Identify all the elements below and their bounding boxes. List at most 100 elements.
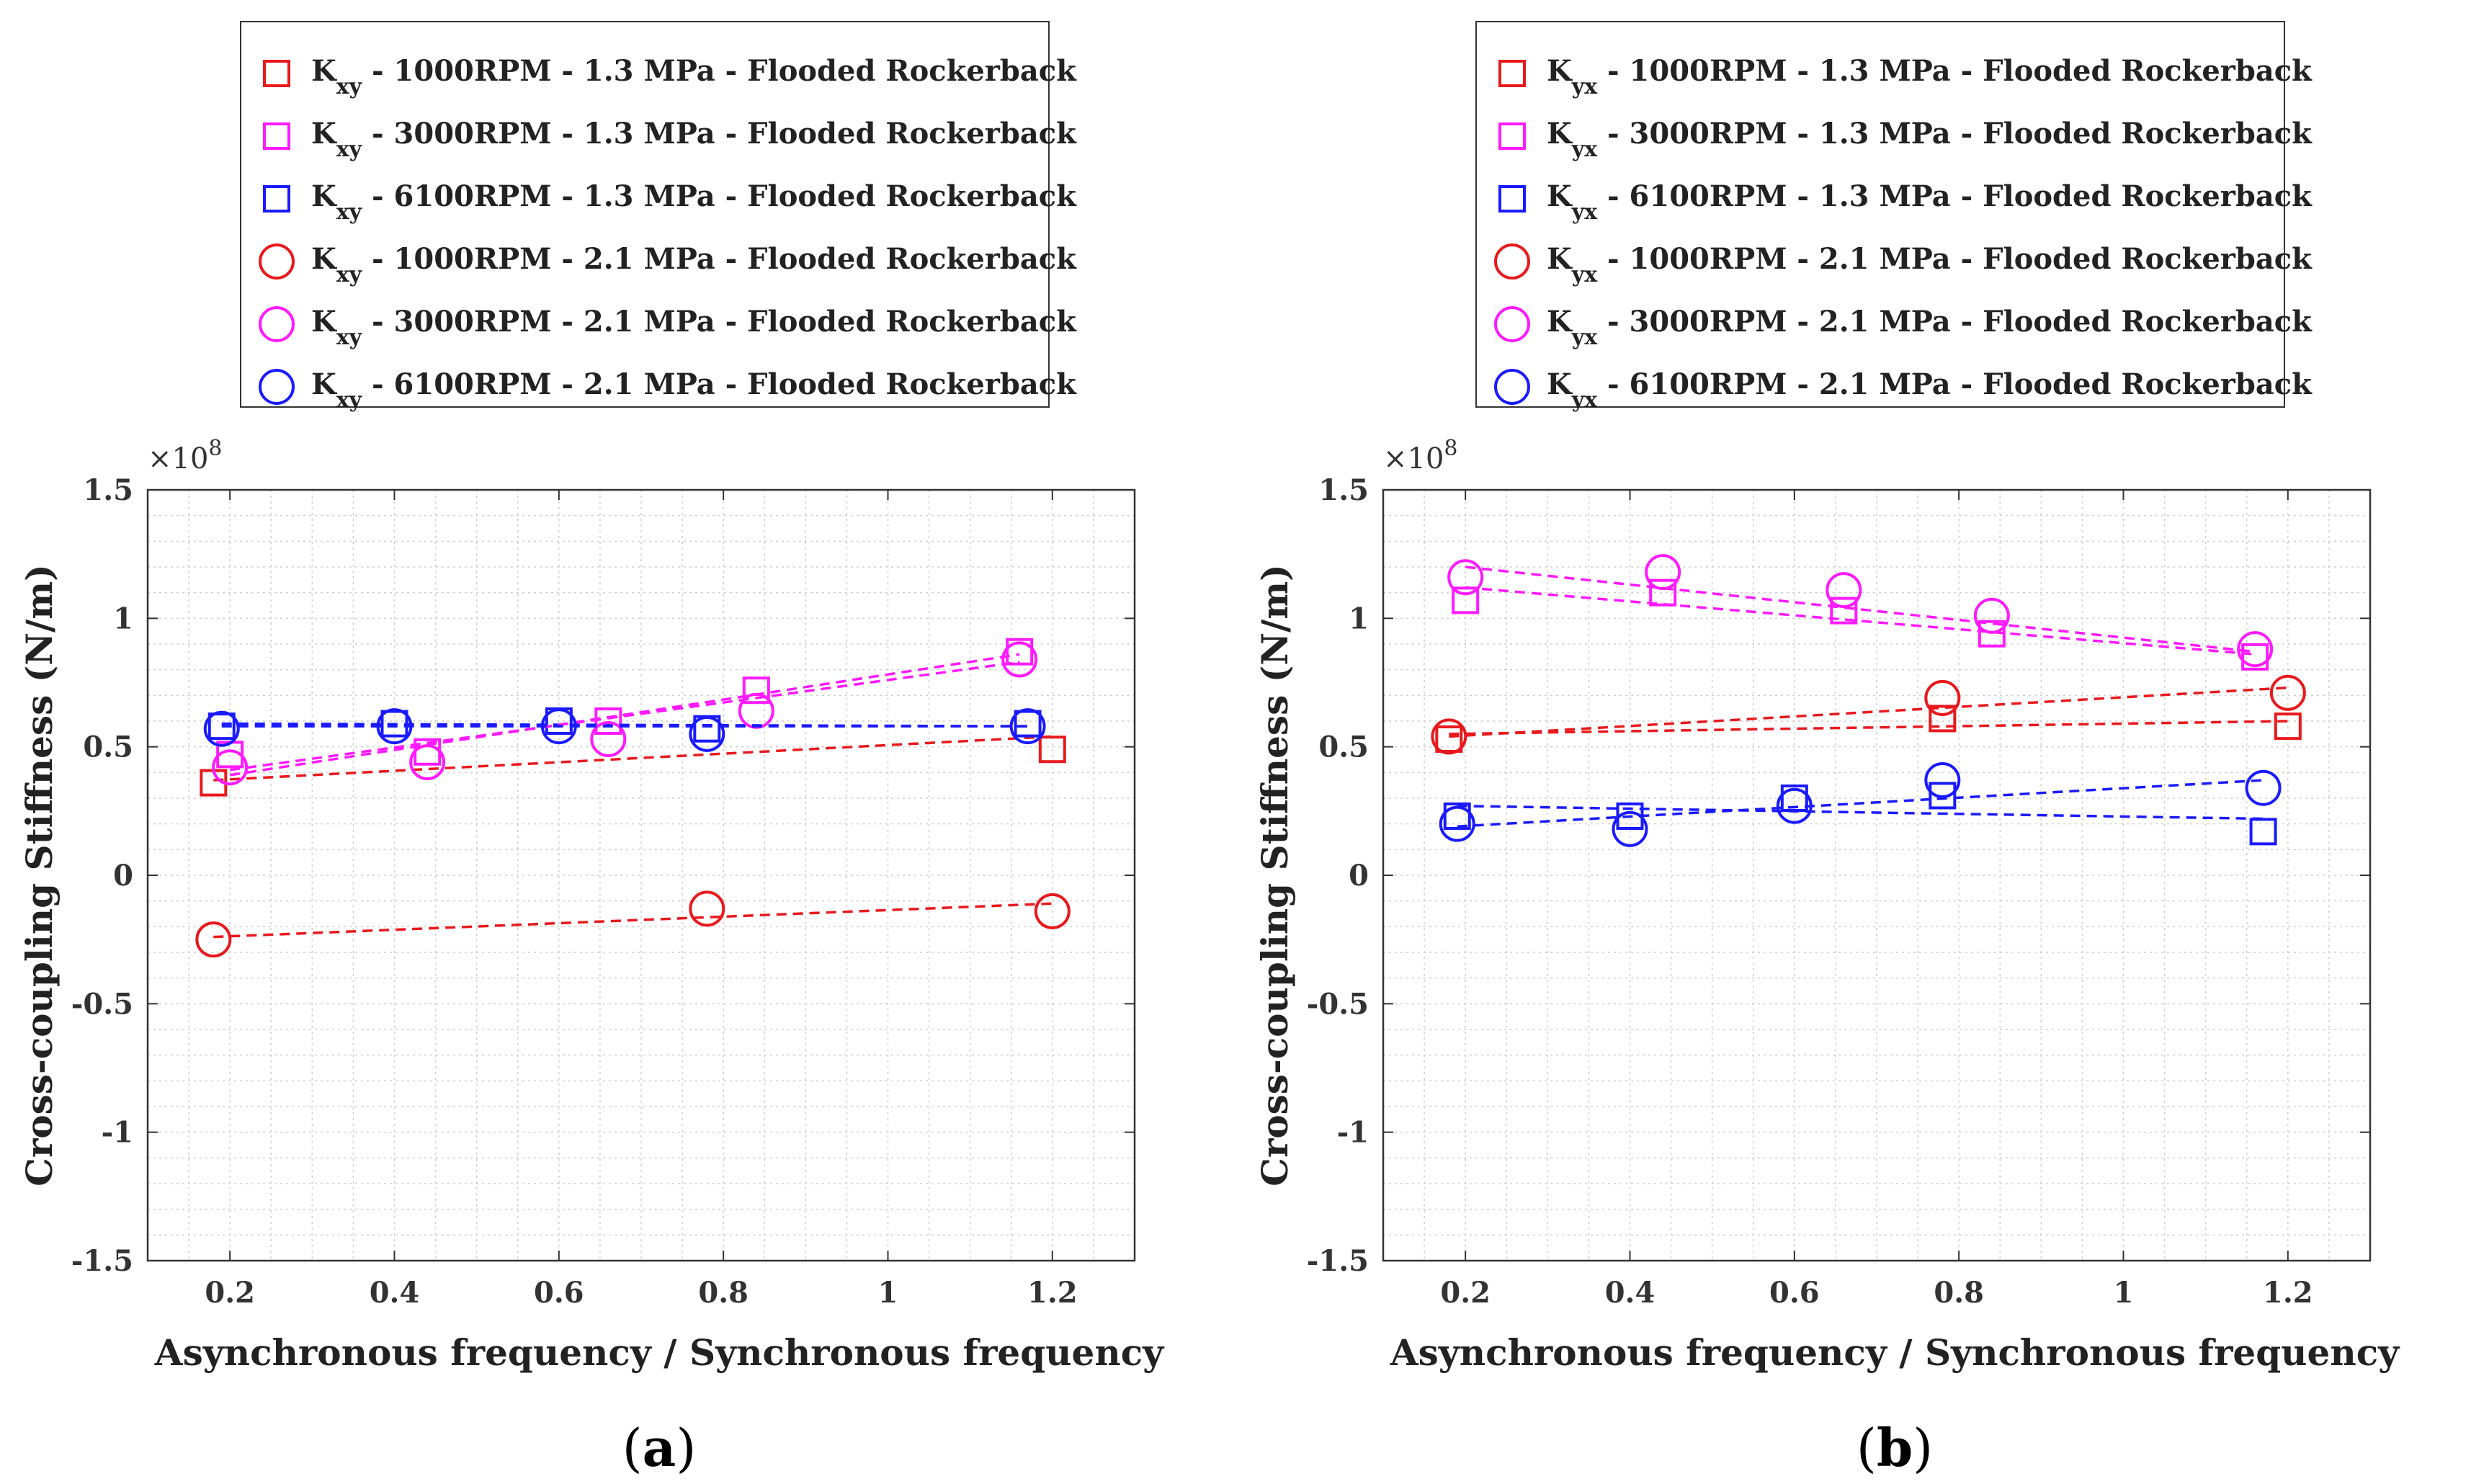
y-tick-label: -0.5 [1307,987,1369,1021]
series [1435,705,2302,753]
trend-line [1457,804,2264,821]
y-tick-label: 1 [1349,602,1369,635]
data-point [1780,785,1808,812]
legend-entry: Kxy - 3000RPM - 2.1 MPa - Flooded Rocker… [311,305,1077,350]
y-tick-label: 1.5 [83,473,133,507]
data-point [1431,718,1467,755]
data-point [207,712,236,741]
legend-subscript: yx [1571,262,1598,287]
legend-marker [1494,369,1530,405]
legend-label: 1000RPM - 2.1 MPa - Flooded Rockerback [394,242,1078,276]
legend-entry: Kxy - 3000RPM - 1.3 MPa - Flooded Rocker… [311,117,1077,162]
panel-a: Kxy - 1000RPM - 1.3 MPa - Flooded Rocker… [18,21,1165,1478]
legend-marker [259,369,295,405]
legend-subscript: xy [336,74,363,99]
x-tick-label: 0.4 [370,1276,420,1310]
trend-line [1457,779,2264,828]
x-tick-label: 0.6 [534,1276,584,1310]
legend-symbol: K [311,117,337,151]
x-axis-label: Asynchronous frequency / Synchronous fre… [154,1331,1165,1374]
data-point [203,710,240,747]
y-tick-label: 0 [1349,859,1369,893]
legend-separator: - [362,54,393,88]
data-point [1014,710,1042,738]
x-tick-label: 0.2 [1440,1276,1491,1310]
panel-caption: (b) [1856,1417,1934,1478]
series [1431,674,2306,755]
legend-separator: - [1597,179,1629,213]
data-point [1645,554,1681,591]
legend-subscript: xy [336,137,363,162]
legend-label: 6100RPM - 2.1 MPa - Flooded Rockerback [394,367,1078,401]
trend-line [229,661,1020,772]
legend-subscript: yx [1571,325,1598,350]
caption-open: ( [1856,1418,1877,1478]
chart-a: Kxy - 1000RPM - 1.3 MPa - Flooded Rocker… [18,21,1165,1478]
x-tick-label: 1.2 [1027,1276,1078,1310]
legend-symbol: K [311,367,337,401]
legend-label: 3000RPM - 2.1 MPa - Flooded Rockerback [394,305,1078,339]
caption-close: ) [1913,1418,1933,1478]
legend-separator: - [1597,117,1629,151]
y-exponent-power: 8 [208,436,222,461]
y-tick-label: -1 [102,1116,133,1150]
trend-line [213,735,1053,782]
legend-box [240,21,1050,408]
data-point [1009,708,1046,745]
legend-entry: Kyx - 6100RPM - 1.3 MPa - Flooded Rocker… [1547,179,2313,225]
ticks: 0.2 0.4 0.6 0.8 1 1.2 1.5 1 0.5 0 -0.5 -1 -1.5 [71,473,1135,1310]
data-point [1435,725,1463,753]
data-point [2274,712,2302,741]
data-point [376,708,413,745]
data-point [1649,578,1677,607]
data-point [590,720,627,757]
legend-subscript: xy [336,262,363,287]
legend-entry: Kxy - 1000RPM - 2.1 MPa - Flooded Rocker… [311,242,1077,287]
legend-separator: - [362,242,393,276]
legend-label: 3000RPM - 1.3 MPa - Flooded Rockerback [394,117,1078,151]
y-tick-label: -0.5 [71,987,133,1021]
data-point [1439,805,1475,842]
trend-line [1449,720,2288,736]
legend-entry: Kyx - 3000RPM - 2.1 MPa - Flooded Rocker… [1547,305,2313,350]
y-tick-label: 1.5 [1318,473,1369,507]
trend-line [1465,586,2256,656]
caption-open: ( [622,1418,643,1478]
y-axis-label: Cross-coupling Stiffness (N/m) [18,564,61,1186]
y-tick-label: 0 [113,859,133,893]
legend-entry: Kyx - 6100RPM - 2.1 MPa - Flooded Rocker… [1547,367,2313,413]
legend-separator: - [1597,242,1629,276]
data-point [689,890,725,927]
legend-symbol: K [1547,117,1573,151]
caption-letter: a [643,1417,676,1478]
legend-symbol: K [311,54,337,88]
ticks: 0.2 0.4 0.6 0.8 1 1.2 1.5 1 0.5 0 -0.5 -1 -1.5 [1307,473,2370,1310]
data-point [1038,736,1066,764]
x-axis-label: Asynchronous frequency / Synchronous fre… [1390,1331,2400,1374]
chart-b: Kyx - 1000RPM - 1.3 MPa - Flooded Rocker… [1254,21,2400,1478]
data-point [2241,643,2269,671]
y-tick-label: 0.5 [83,730,133,764]
legend-symbol: K [1547,367,1573,401]
legend-subscript: yx [1571,137,1598,162]
legend-entry: Kxy - 1000RPM - 1.3 MPa - Flooded Rocker… [311,54,1077,99]
caption-close: ) [676,1418,696,1478]
legend-label: 1000RPM - 1.3 MPa - Flooded Rockerback [1630,54,2313,88]
legend-marker [259,306,295,342]
y-exponent-base: ×10 [148,442,208,475]
data-point [1612,810,1648,847]
legend-box [1475,21,2285,408]
data-point [1973,597,2010,634]
legend-symbol: K [1547,305,1573,339]
legend-marker [1498,60,1526,87]
legend-marker [263,60,290,87]
y-tick-label: 1 [113,602,133,635]
x-tick-label: 0.6 [1769,1276,1820,1310]
data-point [409,744,446,781]
legend-label: 6100RPM - 1.3 MPa - Flooded Rockerback [394,179,1078,213]
data-point [1006,638,1034,666]
legend-marker [1494,306,1530,342]
data-point [1826,572,1862,609]
trend-line [229,653,1020,777]
x-tick-label: 1.2 [2263,1276,2313,1310]
